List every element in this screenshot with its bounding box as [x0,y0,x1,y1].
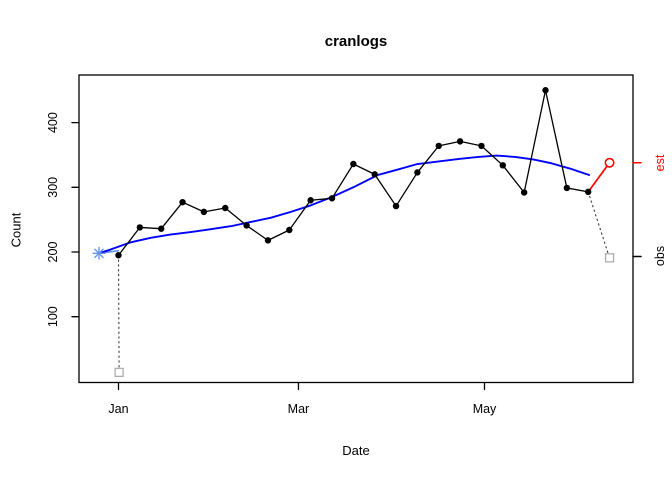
data-point [456,138,464,145]
partial-obs-square [114,367,124,377]
plot-box [78,74,634,384]
data-point [243,222,250,229]
data-point [414,169,421,176]
data-point [158,225,165,232]
y-tick-label: 100 [46,306,60,327]
data-point [307,197,314,204]
data-point [200,208,208,216]
chart-title: cranlogs [324,33,388,50]
partial-obs-square [604,253,615,263]
x-tick-label: Jan [108,402,128,416]
data-point [222,204,229,212]
data-point [585,188,592,196]
data-point [542,87,549,94]
x-tick-label: Mar [288,402,310,416]
data-point [286,226,293,234]
y-axis-title: Count [8,212,24,248]
data-point [563,184,571,192]
data-point [435,142,442,150]
data-point [350,160,357,168]
obs-axis-label: obs [653,245,667,267]
estimate-point [604,157,615,168]
observed-series-line [117,89,589,256]
dotted-connector-last-week [587,191,611,259]
data-point [115,252,122,259]
trend-line [98,154,591,255]
dotted-connector-first-week [117,254,120,373]
est-axis-label: est [653,154,667,172]
data-point [136,224,144,231]
x-tick-label: May [473,402,497,416]
data-point [328,195,336,202]
data-point [371,171,378,178]
x-axis-title: Date [342,443,370,458]
start-estimate-asterisk [94,248,104,259]
data-point [392,202,400,210]
y-tick-label: 400 [46,112,60,133]
data-point [179,198,186,206]
data-point [478,142,485,150]
y-tick-label: 200 [46,242,60,263]
data-point [499,162,506,169]
y-tick-label: 300 [46,177,60,198]
data-point [264,237,272,244]
estimate-segment [587,161,611,193]
data-point [520,189,528,196]
